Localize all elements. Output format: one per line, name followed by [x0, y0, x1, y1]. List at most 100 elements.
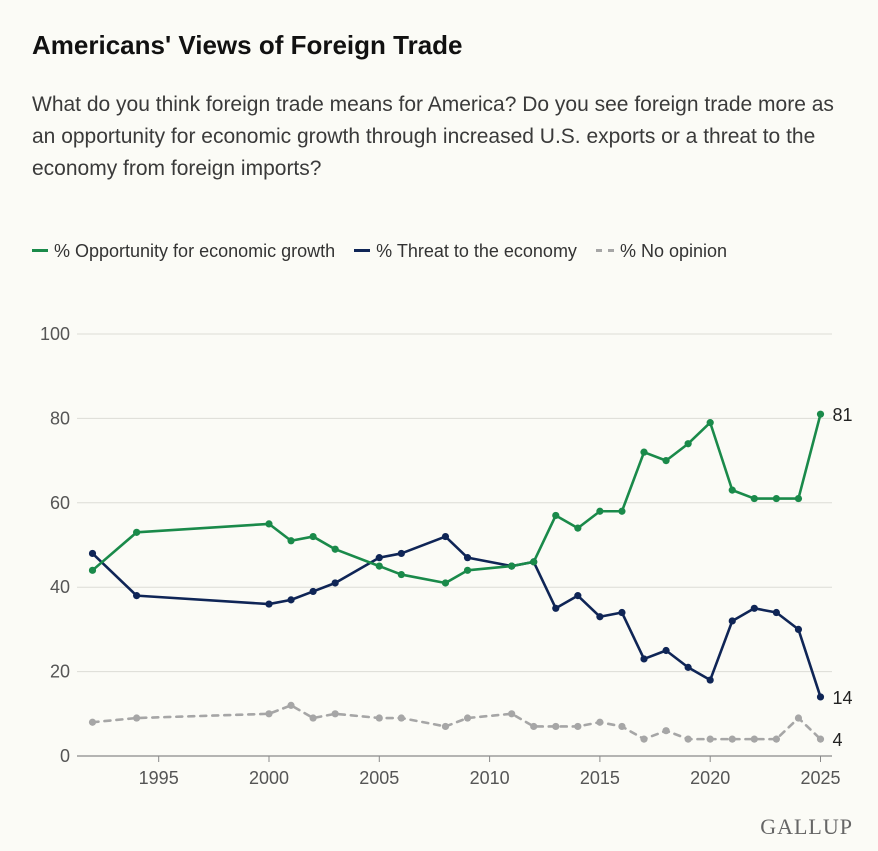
data-point-no-opinion-2006 [397, 714, 405, 722]
data-point-no-opinion-2008 [441, 722, 450, 731]
data-point-threat-2025 [816, 693, 825, 701]
data-point-opportunity-2008 [441, 579, 450, 587]
chart-title: Americans' Views of Foreign Trade [32, 30, 463, 60]
data-point-opportunity-2021 [728, 486, 736, 494]
data-point-no-opinion-2024 [794, 714, 803, 722]
data-point-opportunity-2000 [265, 520, 273, 528]
data-point-threat-2017 [640, 655, 648, 663]
legend-item-threat: % Threat to the economy [354, 241, 577, 261]
legend-label-no-opinion: % No opinion [619, 241, 728, 261]
data-point-threat-2022 [750, 604, 758, 612]
data-point-opportunity-2011 [508, 562, 516, 570]
y-tick-label-60: 60 [50, 493, 70, 513]
x-tick-label-1995: 1995 [139, 768, 179, 788]
legend-swatch-no-opinion [595, 249, 614, 253]
data-point-threat-2016 [618, 608, 626, 617]
x-tick-label-2010: 2010 [470, 768, 510, 788]
data-point-no-opinion-2012 [530, 722, 538, 731]
data-point-threat-2008 [441, 532, 450, 541]
data-point-opportunity-2013 [552, 511, 560, 520]
series-line-opportunity [91, 412, 822, 585]
gallup-logo: GALLUP [760, 814, 853, 839]
y-tick-label-20: 20 [50, 662, 70, 682]
y-tick-label-0: 0 [60, 746, 70, 766]
data-point-threat-2002 [309, 587, 317, 596]
series-line-threat [91, 535, 822, 699]
data-point-threat-2018 [662, 646, 670, 655]
data-point-no-opinion-2020 [706, 735, 714, 743]
grid [77, 333, 832, 757]
data-point-no-opinion-2022 [750, 735, 758, 743]
data-point-opportunity-2015 [596, 507, 604, 515]
data-point-threat-2024 [794, 625, 803, 634]
data-point-opportunity-1994 [133, 528, 141, 536]
legend-swatch-threat [354, 249, 371, 253]
y-tick-label-100: 100 [40, 324, 70, 344]
series-points [88, 410, 825, 743]
y-tick-label-40: 40 [50, 577, 70, 597]
data-point-opportunity-2001 [287, 537, 295, 545]
data-point-no-opinion-2001 [287, 701, 295, 709]
data-point-threat-2001 [287, 596, 295, 604]
x-tick-label-2005: 2005 [359, 768, 399, 788]
legend-item-no-opinion: % No opinion [595, 241, 728, 261]
data-point-threat-2014 [574, 592, 582, 600]
data-point-no-opinion-2017 [640, 735, 648, 743]
data-point-threat-2020 [706, 676, 714, 684]
data-point-no-opinion-1992 [88, 718, 97, 726]
data-point-no-opinion-2003 [331, 710, 339, 718]
x-tick-label-2025: 2025 [800, 768, 840, 788]
data-point-no-opinion-2018 [662, 727, 670, 735]
series-line-no-opinion [91, 704, 822, 741]
data-point-threat-2019 [684, 663, 692, 671]
data-point-opportunity-2023 [772, 494, 780, 503]
data-point-opportunity-2006 [397, 570, 405, 579]
data-point-opportunity-2019 [684, 440, 692, 448]
end-label-threat: 14 [833, 688, 853, 708]
data-point-no-opinion-2009 [463, 714, 472, 722]
data-point-threat-2023 [772, 608, 780, 617]
data-point-no-opinion-2005 [375, 714, 383, 722]
data-point-opportunity-2025 [816, 410, 825, 418]
data-point-opportunity-2012 [530, 558, 538, 566]
data-point-opportunity-2024 [794, 494, 803, 503]
data-point-no-opinion-2014 [574, 722, 582, 731]
legend-label-threat: % Threat to the economy [376, 241, 577, 261]
data-point-threat-2000 [265, 600, 273, 608]
data-point-no-opinion-1994 [133, 714, 141, 722]
y-axis: 0 20 40 60 80 100 [40, 324, 70, 766]
end-labels: 4 14 81 [833, 405, 853, 750]
data-point-threat-1992 [88, 549, 97, 558]
data-point-opportunity-2020 [706, 419, 714, 427]
data-point-threat-2006 [397, 549, 405, 558]
data-point-threat-2005 [375, 554, 383, 562]
data-point-no-opinion-2000 [265, 710, 273, 718]
x-tick-label-2000: 2000 [249, 768, 289, 788]
series-lines [91, 412, 822, 741]
y-tick-label-80: 80 [50, 408, 70, 428]
legend: % Opportunity for economic growth % Thre… [32, 236, 812, 266]
data-point-opportunity-2003 [331, 545, 339, 553]
x-axis: 1995 2000 2005 2010 2015 2020 2025 [139, 756, 841, 788]
chart-subtitle: What do you think foreign trade means fo… [32, 93, 834, 180]
data-point-opportunity-2018 [662, 457, 670, 465]
data-point-no-opinion-2021 [728, 735, 736, 743]
data-point-opportunity-2005 [375, 562, 383, 570]
data-point-opportunity-1992 [88, 566, 97, 574]
data-point-threat-1994 [133, 592, 141, 600]
data-point-opportunity-2022 [750, 494, 758, 503]
data-point-threat-2003 [331, 579, 339, 587]
legend-label-opportunity: % Opportunity for economic growth [54, 241, 336, 261]
data-point-no-opinion-2002 [309, 714, 317, 722]
data-point-no-opinion-2016 [618, 722, 626, 731]
data-point-opportunity-2017 [640, 448, 648, 456]
data-point-threat-2015 [596, 613, 604, 621]
legend-item-opportunity: % Opportunity for economic growth [32, 241, 335, 261]
data-point-no-opinion-2019 [684, 735, 692, 743]
data-point-threat-2013 [552, 604, 560, 612]
end-label-no-opinion: 4 [833, 730, 843, 750]
legend-swatch-opportunity [32, 249, 48, 253]
data-point-no-opinion-2013 [552, 722, 560, 731]
x-tick-label-2020: 2020 [690, 768, 730, 788]
data-point-no-opinion-2011 [508, 710, 516, 718]
